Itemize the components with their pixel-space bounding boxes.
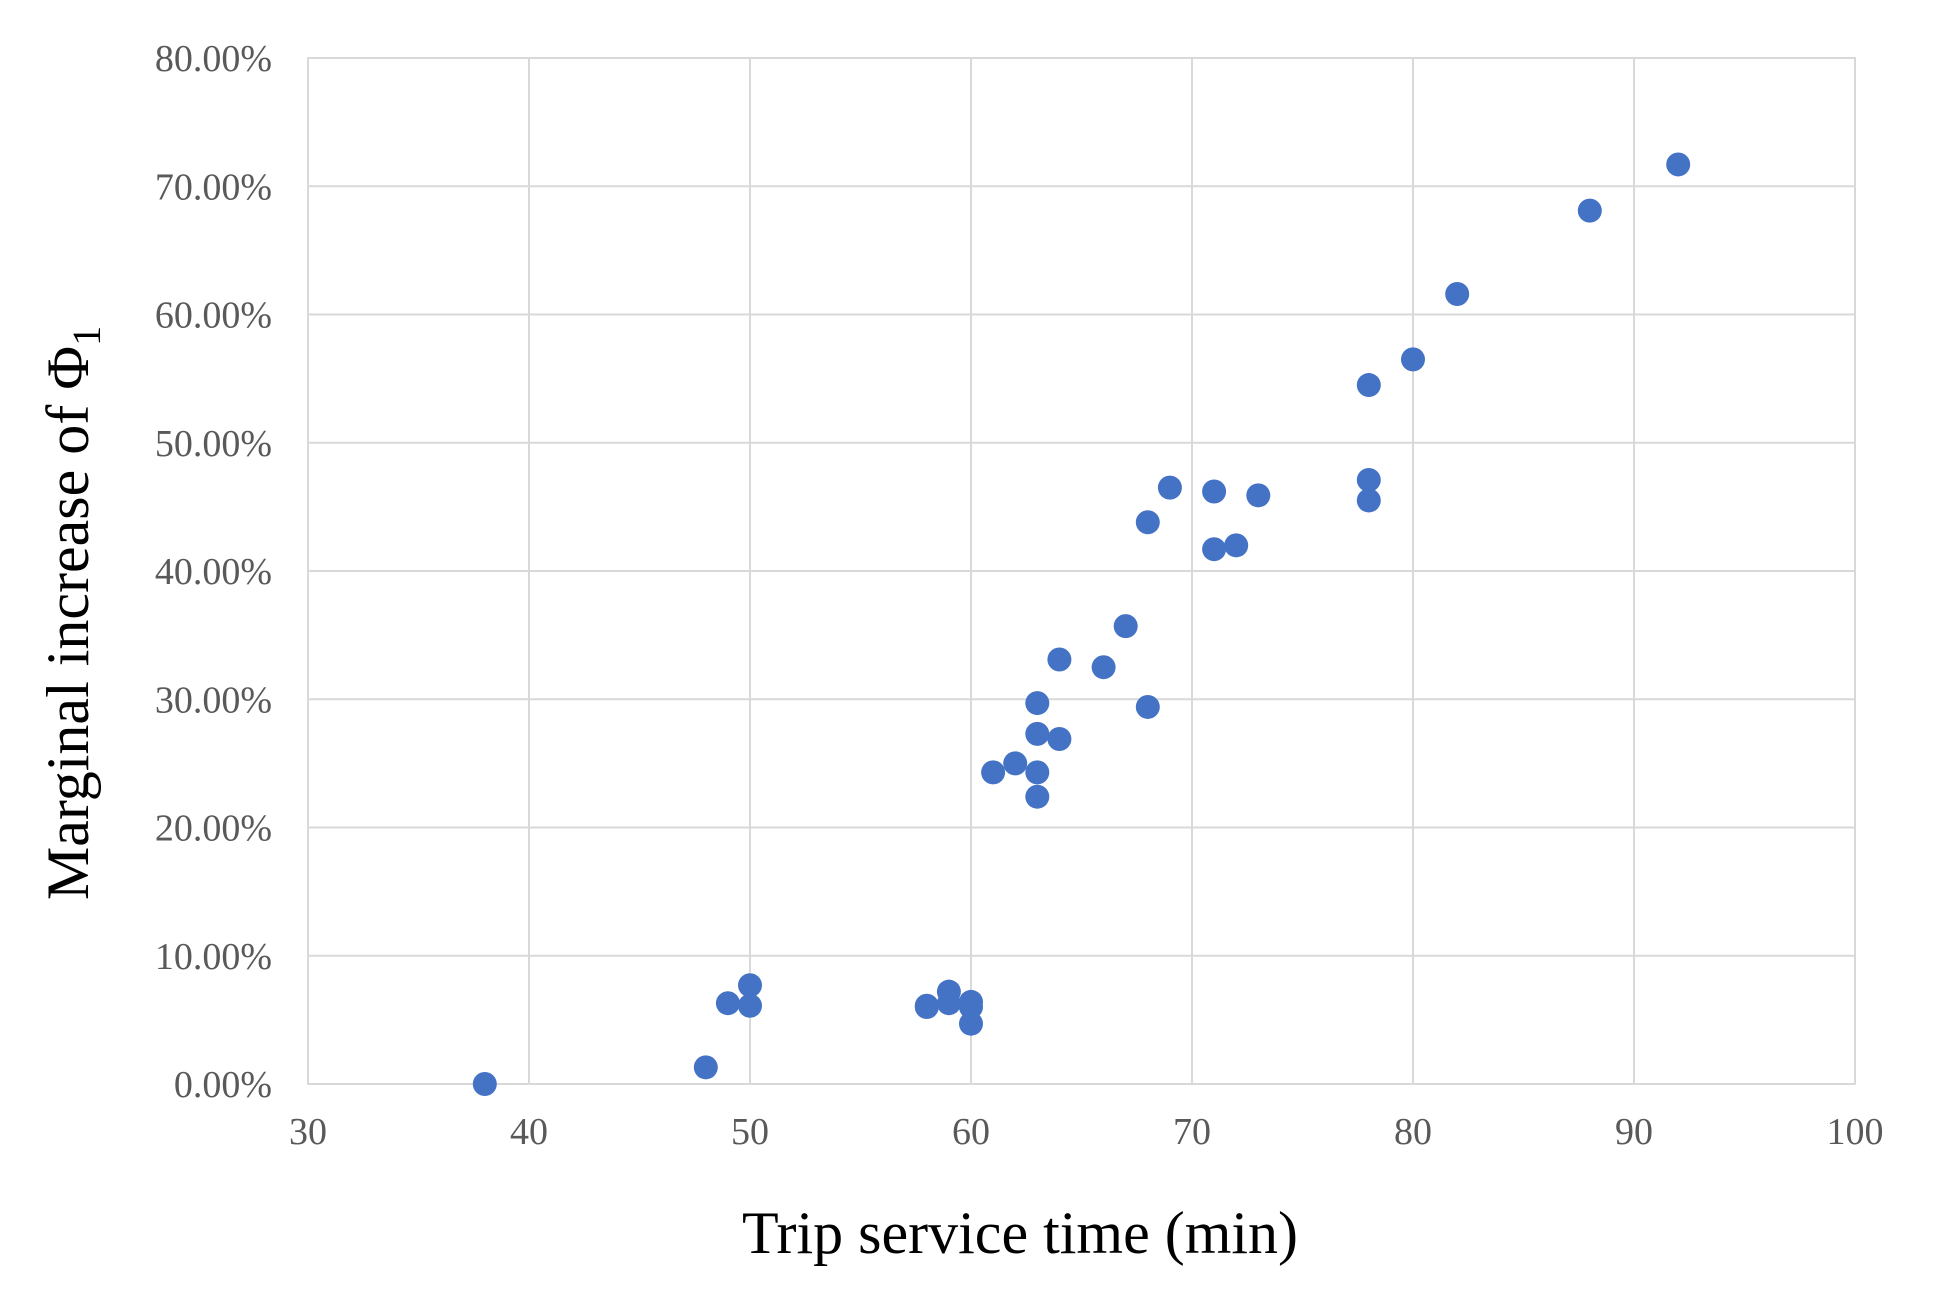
data-point bbox=[1135, 510, 1160, 535]
x-tick-label: 80 bbox=[1394, 1111, 1432, 1153]
y-tick-label: 70.00% bbox=[155, 166, 272, 208]
data-point bbox=[1401, 347, 1425, 372]
plot-area-border bbox=[307, 57, 1856, 1085]
data-point bbox=[1202, 479, 1227, 504]
data-point bbox=[1157, 475, 1182, 500]
y-axis-title-subscript: 1 bbox=[64, 326, 109, 346]
x-tick-label: 40 bbox=[510, 1111, 548, 1153]
y-axis-title-main: Marginal increase of Φ bbox=[35, 346, 101, 900]
x-tick-label: 90 bbox=[1615, 1111, 1653, 1153]
data-point bbox=[981, 760, 1006, 785]
data-point bbox=[472, 1072, 497, 1096]
data-point bbox=[1047, 727, 1072, 752]
data-point bbox=[936, 991, 961, 1016]
data-point bbox=[1025, 721, 1050, 746]
data-point bbox=[1047, 647, 1072, 672]
data-point bbox=[1025, 691, 1050, 716]
y-tick-label: 80.00% bbox=[155, 38, 272, 80]
data-point bbox=[1135, 694, 1160, 719]
x-axis-title: Trip service time (min) bbox=[742, 1200, 1298, 1266]
y-tick-label: 50.00% bbox=[155, 423, 272, 465]
data-point bbox=[914, 993, 939, 1018]
data-point bbox=[1445, 281, 1470, 306]
x-tick-label: 60 bbox=[952, 1111, 990, 1153]
y-tick-label: 10.00% bbox=[155, 936, 272, 978]
x-tick-labels: 30 40 50 60 70 80 90 100 bbox=[289, 1111, 1884, 1153]
data-point bbox=[1577, 198, 1602, 223]
data-point bbox=[959, 1011, 983, 1036]
data-point bbox=[1666, 152, 1691, 177]
y-tick-label: 40.00% bbox=[155, 551, 272, 593]
gridlines bbox=[307, 57, 1856, 1085]
data-point bbox=[738, 993, 762, 1018]
y-tick-label: 0.00% bbox=[174, 1064, 272, 1106]
data-point bbox=[693, 1055, 718, 1080]
x-tick-label: 30 bbox=[289, 1111, 327, 1153]
y-tick-label: 20.00% bbox=[155, 808, 272, 850]
data-point bbox=[715, 991, 740, 1016]
data-point bbox=[959, 995, 983, 1020]
data-point bbox=[1246, 483, 1271, 508]
data-point bbox=[1356, 373, 1381, 398]
data-point bbox=[1202, 537, 1227, 562]
data-point bbox=[1025, 760, 1050, 785]
y-tick-label: 30.00% bbox=[155, 679, 272, 721]
data-points bbox=[472, 152, 1691, 1096]
data-point bbox=[1003, 751, 1028, 776]
data-point bbox=[738, 973, 762, 998]
x-tick-label: 50 bbox=[731, 1111, 769, 1153]
data-point bbox=[1356, 467, 1381, 492]
y-tick-labels: 0.00% 10.00% 20.00% 30.00% 40.00% 50.00% 60.00… bbox=[155, 38, 272, 1106]
data-point bbox=[1224, 533, 1249, 558]
y-tick-label: 60.00% bbox=[155, 295, 272, 337]
y-axis-title: Marginal increase of Φ1 bbox=[35, 326, 109, 900]
data-point bbox=[1025, 784, 1050, 809]
data-point bbox=[1113, 614, 1138, 639]
data-point bbox=[1356, 488, 1381, 513]
x-tick-label: 70 bbox=[1173, 1111, 1211, 1153]
data-point bbox=[1091, 655, 1116, 680]
x-tick-label: 100 bbox=[1827, 1111, 1884, 1153]
